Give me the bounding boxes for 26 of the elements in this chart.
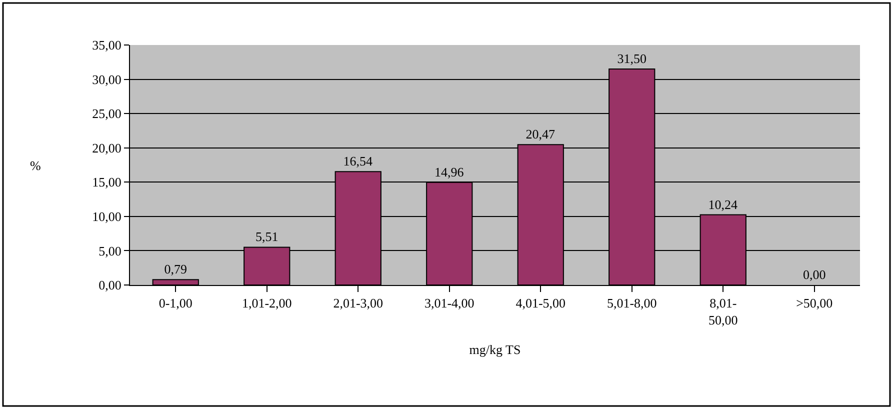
x-tick-label: 5,01-8,00 — [606, 296, 657, 311]
x-axis-title: mg/kg TS — [469, 342, 521, 358]
y-tick-label: 15,00 — [92, 174, 122, 190]
x-tick-label: >50,00 — [796, 296, 833, 311]
y-tick-label: 0,00 — [98, 278, 122, 293]
y-tick-label: 10,00 — [92, 208, 122, 224]
data-label: 0,79 — [164, 262, 187, 277]
y-tick-label: 25,00 — [92, 106, 122, 122]
data-label: 14,96 — [434, 164, 464, 180]
y-tick-label: 30,00 — [92, 72, 122, 87]
data-label: 16,54 — [343, 154, 373, 169]
x-tick-label: 0-1,00 — [158, 296, 192, 311]
y-axis-title: % — [30, 158, 41, 173]
x-tick-label: 2,01-3,00 — [333, 296, 384, 311]
data-label: 5,51 — [256, 229, 278, 244]
x-tick-label: 4,01-5,00 — [516, 296, 566, 311]
data-label: 0,00 — [803, 267, 826, 282]
y-tick-label: 5,00 — [98, 243, 122, 258]
data-label: 31,50 — [617, 51, 646, 66]
y-tick-label: 20,00 — [92, 140, 122, 156]
x-tick-label: 3,01-4,00 — [424, 296, 474, 311]
data-label: 20,47 — [526, 126, 556, 142]
y-tick-label: 35,00 — [92, 38, 122, 53]
x-tick-label: 1,01-2,00 — [242, 296, 292, 311]
x-tick-label: 8,01-50,00 — [708, 296, 738, 328]
data-label: 10,24 — [708, 196, 738, 212]
